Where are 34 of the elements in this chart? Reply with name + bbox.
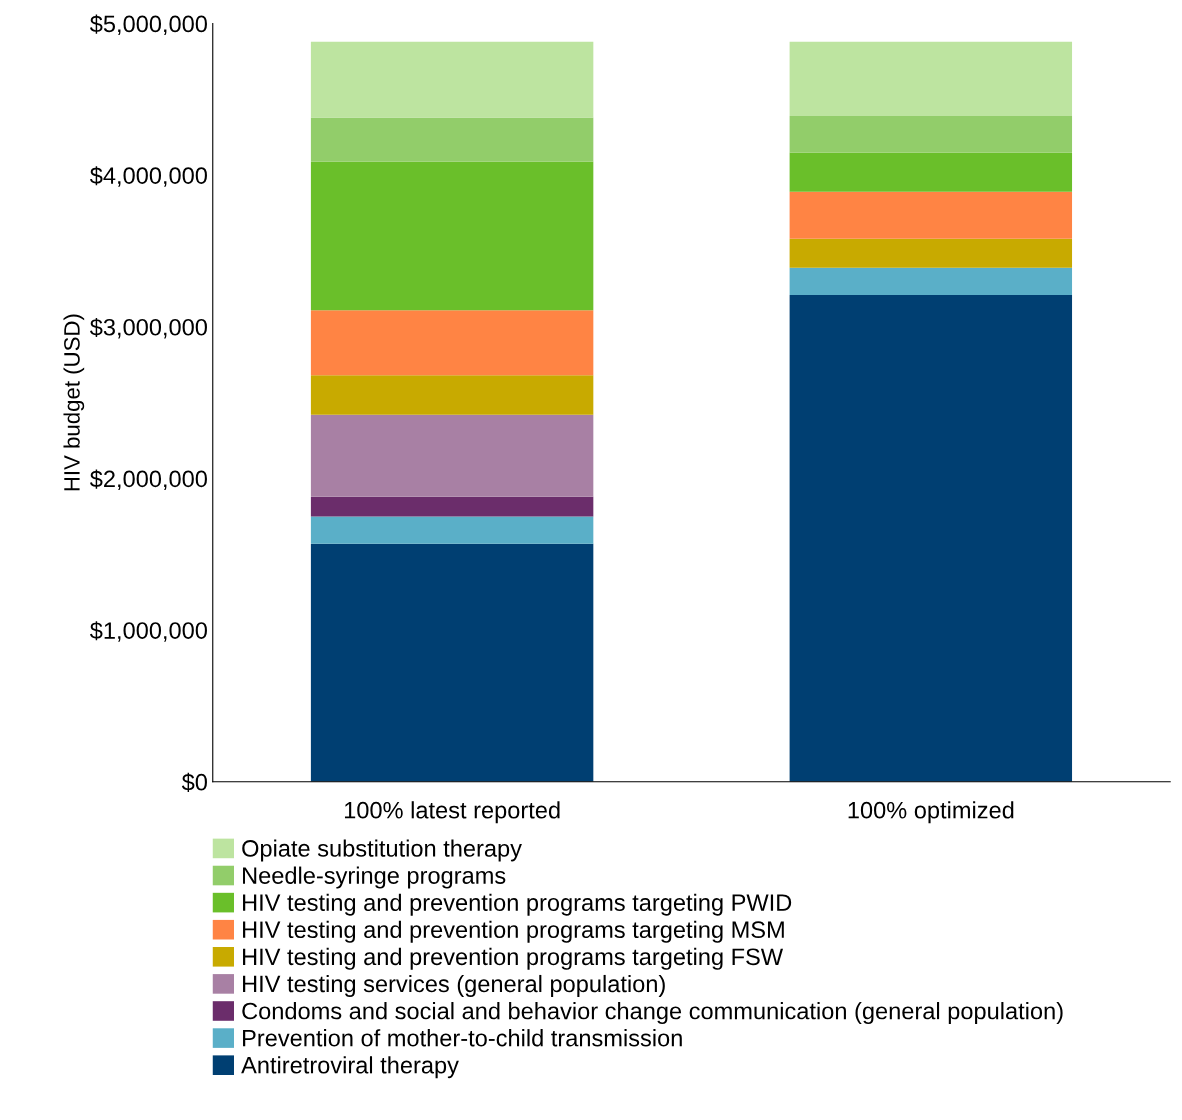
bar	[310, 117, 594, 162]
y-tick-label: $5,000,000	[89, 14, 207, 36]
bar	[789, 41, 1073, 117]
x-tick-label: 100% optimized	[848, 801, 1014, 824]
legend-label: HIV testing services (general population)	[243, 974, 665, 997]
bar	[310, 310, 594, 376]
bar	[310, 161, 594, 311]
y-tick-label: $1,000,000	[89, 621, 207, 642]
legend-label: Condoms and social and behavior change communication (general population)	[242, 1002, 1063, 1025]
bar	[789, 116, 1073, 153]
legend-label: HIV testing and prevention programs targeting MSM	[243, 920, 784, 943]
bar	[310, 543, 594, 782]
legend-label: Prevention of mother-to-child transmission	[243, 1029, 682, 1047]
bar	[789, 267, 1073, 295]
y-tick-label: $0	[181, 772, 207, 792]
bar	[789, 294, 1073, 782]
legend-label: Antiretroviral therapy	[241, 1056, 459, 1079]
bar	[310, 516, 594, 544]
bar	[310, 414, 594, 497]
y-tick-label: $2,000,000	[89, 469, 207, 491]
bar	[310, 496, 594, 517]
y-tick-label: $4,000,000	[89, 166, 207, 187]
bar	[789, 152, 1073, 192]
legend-label: Needle-syringe programs	[243, 866, 506, 889]
bar	[310, 41, 594, 118]
x-tick-label: 100% latest reported	[344, 801, 560, 824]
bar	[310, 375, 594, 415]
bar	[789, 238, 1073, 268]
y-tick-label: $3,000,000	[89, 317, 207, 339]
bar	[789, 191, 1073, 239]
legend-label: HIV testing and prevention programs targeting PWID	[243, 893, 792, 916]
y-axis-title: HIV budget (USD)	[63, 314, 85, 491]
legend-label: HIV testing and prevention programs targeting FSW	[243, 947, 784, 970]
legend-label: Opiate substitution therapy	[242, 839, 522, 862]
